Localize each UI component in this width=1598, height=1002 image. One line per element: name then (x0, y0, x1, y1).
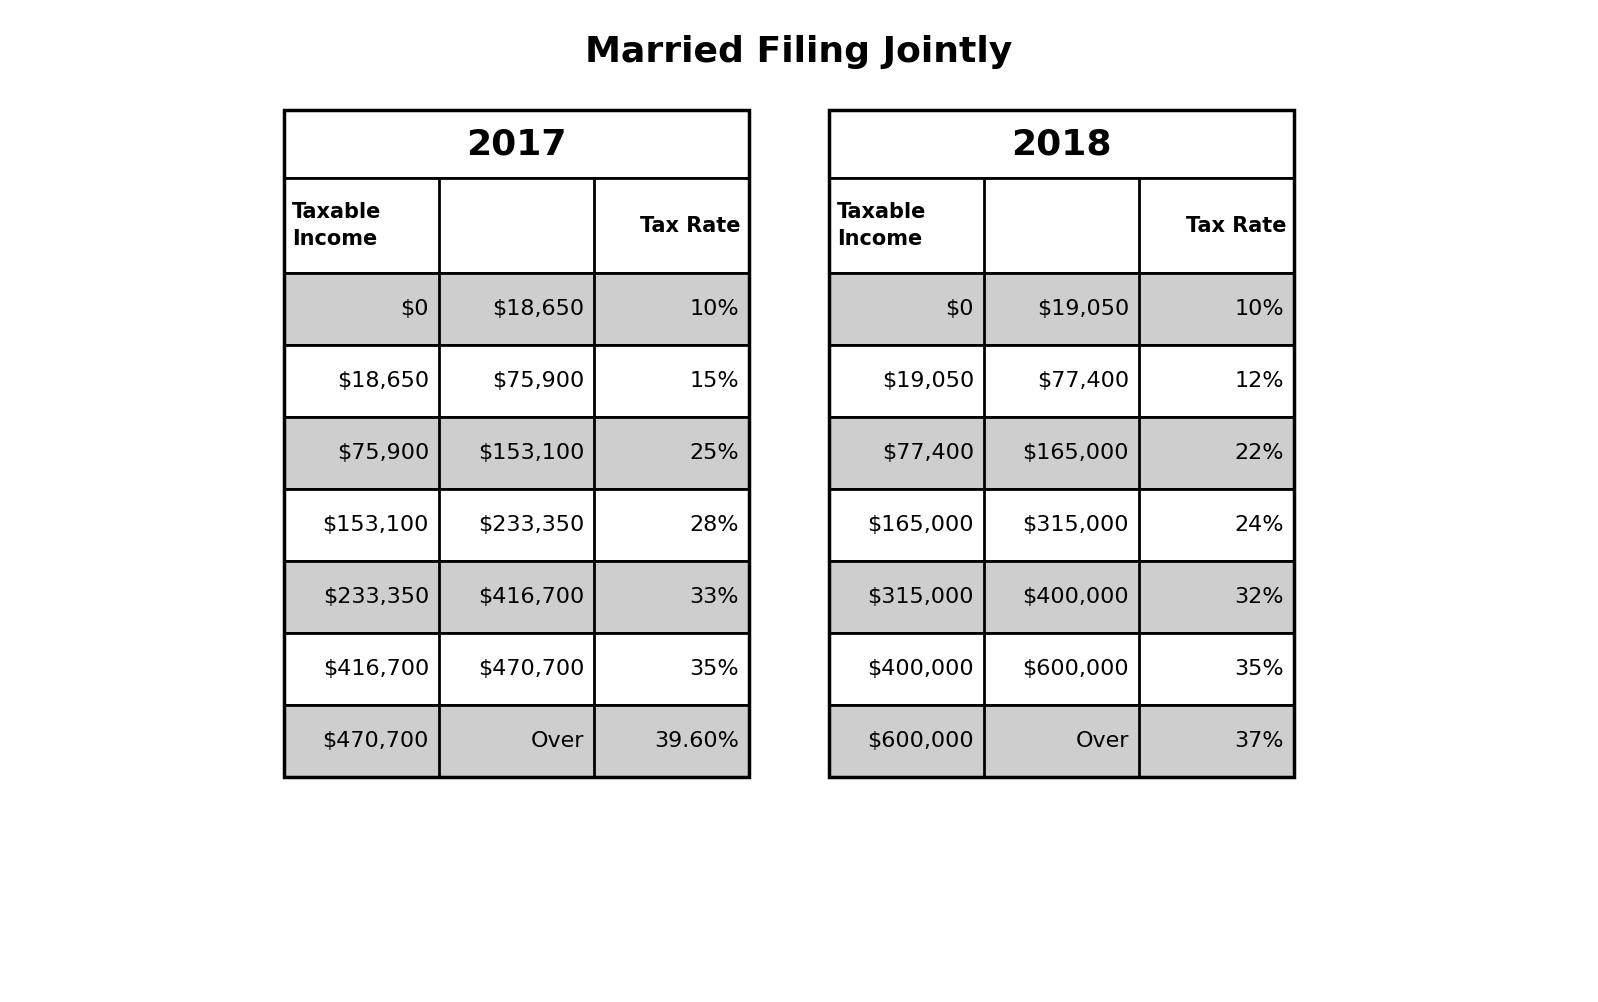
Bar (829, 489, 1294, 561)
Bar (284, 561, 749, 633)
Bar (284, 178, 749, 273)
Text: 37%: 37% (1235, 731, 1285, 752)
Text: 2018: 2018 (1012, 127, 1112, 161)
Text: Over: Over (1075, 731, 1130, 752)
Text: Married Filing Jointly: Married Filing Jointly (585, 35, 1013, 69)
Text: $600,000: $600,000 (1023, 659, 1130, 679)
Text: $470,700: $470,700 (478, 659, 583, 679)
Bar (284, 273, 749, 345)
Text: $400,000: $400,000 (1023, 587, 1130, 607)
Text: $165,000: $165,000 (868, 515, 975, 535)
Text: 10%: 10% (1234, 299, 1285, 319)
Text: $77,400: $77,400 (1037, 371, 1130, 391)
Bar (829, 273, 1294, 345)
Text: 39.60%: 39.60% (654, 731, 738, 752)
Text: $19,050: $19,050 (882, 371, 975, 391)
Bar (829, 345, 1294, 417)
Text: Over: Over (531, 731, 583, 752)
Text: $416,700: $416,700 (323, 659, 428, 679)
Bar (829, 633, 1294, 705)
Text: $19,050: $19,050 (1037, 299, 1130, 319)
Text: 12%: 12% (1235, 371, 1285, 391)
Text: Tax Rate: Tax Rate (1186, 215, 1286, 235)
Bar (284, 110, 749, 777)
Bar (284, 110, 749, 178)
Text: $600,000: $600,000 (868, 731, 975, 752)
Text: $18,650: $18,650 (337, 371, 428, 391)
Bar (284, 345, 749, 417)
Text: 25%: 25% (689, 443, 738, 463)
Bar (284, 633, 749, 705)
Text: Taxable
Income: Taxable Income (292, 202, 382, 248)
Text: 22%: 22% (1235, 443, 1285, 463)
Text: $0: $0 (946, 299, 975, 319)
Text: $165,000: $165,000 (1023, 443, 1130, 463)
Text: $416,700: $416,700 (478, 587, 583, 607)
Text: 2017: 2017 (467, 127, 567, 161)
Text: $315,000: $315,000 (1023, 515, 1130, 535)
Text: 15%: 15% (689, 371, 738, 391)
Bar (829, 178, 1294, 273)
Text: $315,000: $315,000 (868, 587, 975, 607)
Text: $77,400: $77,400 (882, 443, 975, 463)
Bar (829, 110, 1294, 178)
Bar (829, 417, 1294, 489)
Text: 10%: 10% (689, 299, 738, 319)
Text: 33%: 33% (689, 587, 738, 607)
Text: $75,900: $75,900 (337, 443, 428, 463)
Text: $75,900: $75,900 (492, 371, 583, 391)
Text: $400,000: $400,000 (868, 659, 975, 679)
Text: $470,700: $470,700 (323, 731, 428, 752)
Text: $153,100: $153,100 (323, 515, 428, 535)
Text: 32%: 32% (1235, 587, 1285, 607)
Text: $233,350: $233,350 (478, 515, 583, 535)
Text: 24%: 24% (1235, 515, 1285, 535)
Text: $153,100: $153,100 (478, 443, 583, 463)
Text: 35%: 35% (689, 659, 738, 679)
Text: Taxable
Income: Taxable Income (837, 202, 927, 248)
Text: 28%: 28% (689, 515, 738, 535)
Bar (284, 417, 749, 489)
Text: $0: $0 (401, 299, 428, 319)
Text: Tax Rate: Tax Rate (641, 215, 741, 235)
Bar (829, 705, 1294, 777)
Bar (829, 110, 1294, 777)
Bar (284, 489, 749, 561)
Bar (829, 561, 1294, 633)
Text: $233,350: $233,350 (323, 587, 428, 607)
Bar (284, 705, 749, 777)
Text: $18,650: $18,650 (492, 299, 583, 319)
Text: 35%: 35% (1234, 659, 1285, 679)
